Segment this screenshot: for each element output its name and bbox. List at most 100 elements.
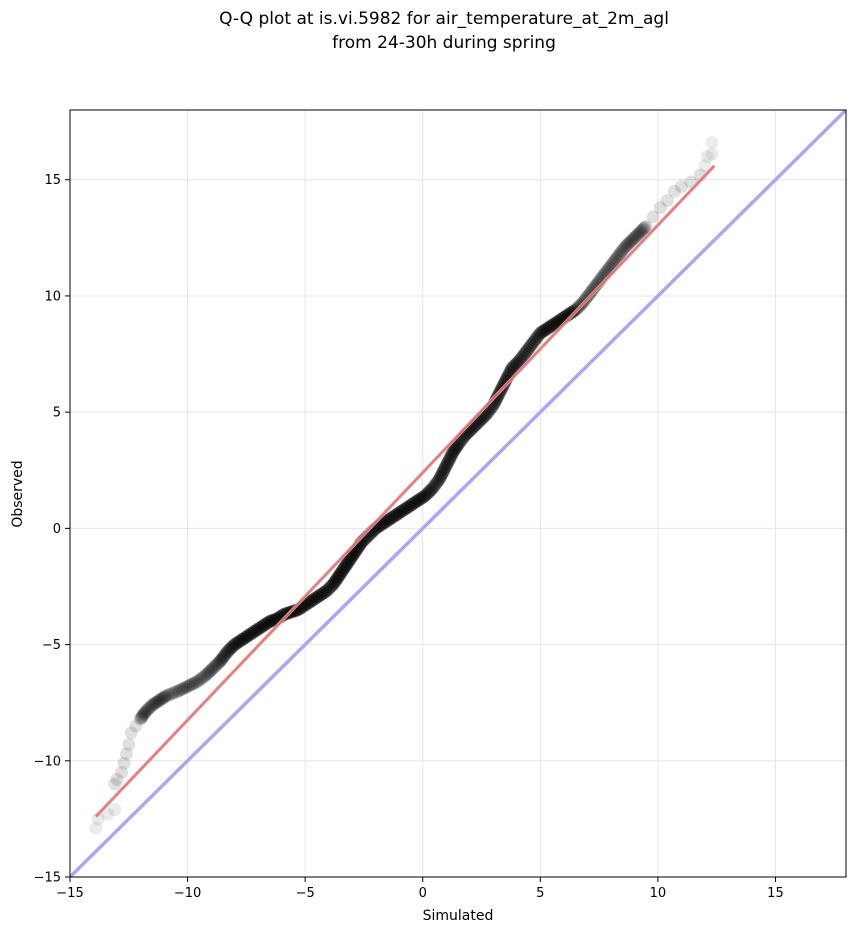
qq-point-96 <box>261 615 275 629</box>
qq-point-387 <box>639 219 653 233</box>
qq-point-144 <box>328 574 342 588</box>
qq-point-226 <box>431 474 445 488</box>
qq-point-376 <box>624 235 638 249</box>
x-tick-label-5: 10 <box>650 886 667 901</box>
qq-point-398 <box>705 136 719 150</box>
qq-point-245 <box>449 440 463 454</box>
qq-point-190 <box>380 514 394 528</box>
qq-point-115 <box>288 604 302 618</box>
qq-point-76 <box>233 634 247 648</box>
qq-point-377 <box>625 233 639 247</box>
qq-point-237 <box>442 454 456 468</box>
qq-point-149 <box>333 567 347 581</box>
qq-point-301 <box>518 347 532 361</box>
qq-point-284 <box>498 376 512 390</box>
qq-point-390 <box>660 194 674 208</box>
qq-point-298 <box>514 352 528 366</box>
qq-point-293 <box>506 360 520 374</box>
qq-point-92 <box>256 619 270 633</box>
qq-point-125 <box>302 595 316 609</box>
qq-point-318 <box>542 321 556 335</box>
qq-point-85 <box>246 625 260 639</box>
qq-point-133 <box>314 588 328 602</box>
qq-point-219 <box>421 486 435 500</box>
qq-point-246 <box>450 439 464 453</box>
qq-point-59 <box>209 658 223 672</box>
qq-point-32 <box>159 689 173 703</box>
qq-point-86 <box>247 625 261 639</box>
qq-point-51 <box>198 669 212 683</box>
y-tick-label-2: −5 <box>42 638 61 653</box>
x-tick-label-2: −5 <box>296 886 315 901</box>
qq-point-108 <box>278 607 292 621</box>
qq-point-396 <box>700 149 714 163</box>
qq-point-99 <box>266 613 280 627</box>
qq-point-228 <box>433 471 447 485</box>
qq-point-202 <box>397 503 411 517</box>
qq-point-209 <box>407 496 421 510</box>
qq-point-70 <box>225 640 239 654</box>
y-tick-label-5: 10 <box>44 289 61 304</box>
qq-point-244 <box>448 442 462 456</box>
qq-point-225 <box>429 476 443 490</box>
qq-point-199 <box>393 506 407 520</box>
qq-point-67 <box>221 645 235 659</box>
qq-point-0 <box>89 821 103 835</box>
qq-point-221 <box>424 483 438 497</box>
qq-point-313 <box>535 325 549 339</box>
qq-point-14 <box>135 709 149 723</box>
qq-point-373 <box>619 239 633 253</box>
qq-point-197 <box>390 507 404 521</box>
qq-point-381 <box>631 228 645 242</box>
qq-point-89 <box>252 622 266 636</box>
qq-point-90 <box>253 621 267 635</box>
qq-point-29 <box>155 691 169 705</box>
y-tick-label-4: 5 <box>53 406 61 421</box>
qq-point-369 <box>614 246 628 260</box>
qq-point-4 <box>108 777 122 791</box>
qq-point-195 <box>387 509 401 523</box>
qq-point-137 <box>319 584 333 598</box>
x-tick-label-0: −15 <box>56 886 83 901</box>
qq-point-26 <box>151 694 165 708</box>
qq-point-6 <box>115 765 129 779</box>
qq-point-392 <box>674 180 688 194</box>
qq-point-97 <box>263 614 277 628</box>
qq-point-142 <box>326 577 340 591</box>
qq-point-229 <box>434 469 448 483</box>
y-axis-label: Observed <box>10 460 26 527</box>
qq-point-371 <box>617 242 631 256</box>
qq-point-161 <box>344 551 358 565</box>
qq-point-62 <box>213 654 227 668</box>
qq-point-309 <box>529 332 543 346</box>
qq-point-300 <box>516 348 530 362</box>
qq-point-35 <box>166 686 180 700</box>
grid-lines <box>69 110 846 878</box>
qq-point-136 <box>318 585 332 599</box>
qq-point-227 <box>432 473 446 487</box>
qq-point-131 <box>311 590 325 604</box>
qq-point-3 <box>108 803 122 817</box>
qq-point-306 <box>525 337 539 351</box>
qq-point-333 <box>563 307 577 321</box>
fit-line <box>94 164 716 818</box>
qq-point-217 <box>418 489 432 503</box>
qq-point-88 <box>250 623 264 637</box>
x-axis-label: Simulated <box>423 908 494 924</box>
qq-point-145 <box>329 573 343 587</box>
qq-point-22 <box>145 698 159 712</box>
qq-point-224 <box>428 478 442 492</box>
qq-point-395 <box>698 159 712 173</box>
qq-point-205 <box>401 500 415 514</box>
qq-point-363 <box>605 257 619 271</box>
qq-point-74 <box>230 636 244 650</box>
qq-point-365 <box>608 253 622 267</box>
qq-point-243 <box>447 443 461 457</box>
qq-point-15 <box>136 708 150 722</box>
qq-point-374 <box>621 237 635 251</box>
qq-point-283 <box>497 378 511 392</box>
qq-point-128 <box>307 592 321 606</box>
qq-point-384 <box>635 223 649 237</box>
qq-point-198 <box>391 506 405 520</box>
qq-point-43 <box>182 678 196 692</box>
